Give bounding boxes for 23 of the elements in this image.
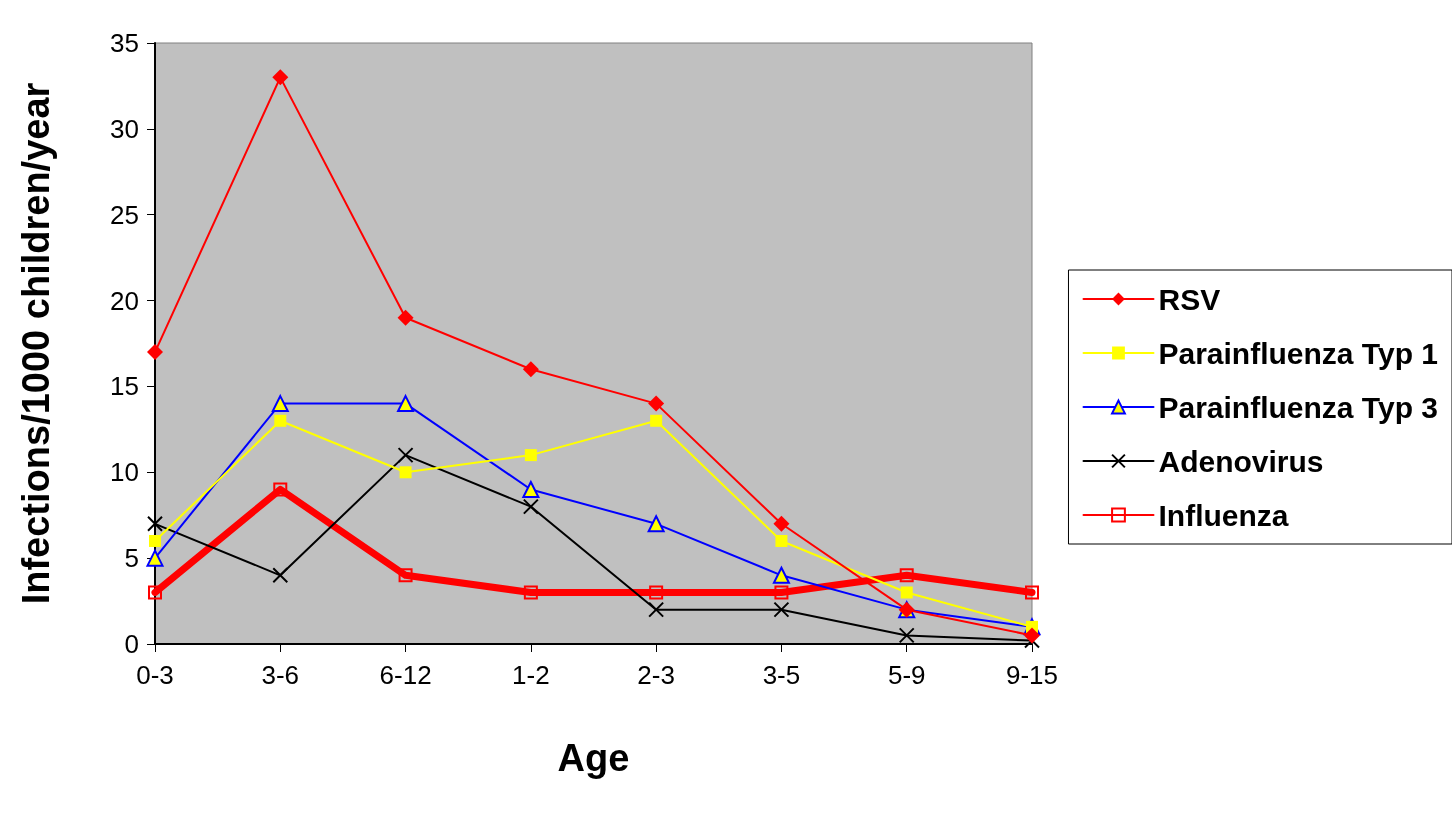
x-tick-label: 0-3: [136, 660, 174, 690]
x-tick-label: 1-2: [512, 660, 550, 690]
legend-label: Adenovirus: [1158, 444, 1324, 478]
legend-label: RSV: [1158, 282, 1221, 316]
y-axis-title: Infections/1000 children/year: [15, 82, 57, 605]
y-tick-label: 35: [110, 28, 139, 58]
y-tick-label: 25: [110, 199, 139, 230]
y-tick-label: 20: [110, 285, 139, 316]
x-tick-label: 5-9: [887, 660, 926, 690]
y-tick-label: 0: [124, 629, 139, 659]
legend-label: Influenza: [1158, 498, 1289, 532]
x-tick-label: 3-5: [762, 660, 801, 690]
legend-label: Parainfluenza Typ 1: [1158, 336, 1439, 370]
y-tick-label: 5: [124, 543, 139, 574]
y-tick-label: 10: [110, 457, 139, 488]
y-tick-label: 30: [110, 113, 139, 144]
x-tick-label: 6-12: [379, 660, 432, 690]
x-tick-label: 2-3: [637, 660, 675, 690]
x-axis-title: Age: [557, 737, 630, 779]
legend-label: Parainfluenza Typ 3: [1158, 390, 1439, 424]
y-tick-label: 15: [110, 371, 139, 402]
x-tick-label: 3-6: [261, 660, 300, 690]
x-tick-label: 9-15: [1005, 660, 1059, 690]
